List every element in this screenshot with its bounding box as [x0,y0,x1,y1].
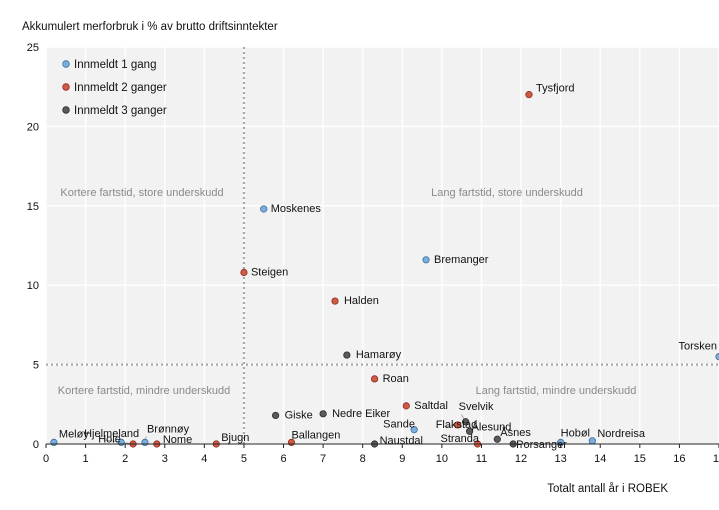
point-halden [331,297,339,305]
point-labels: Tysfjord Moskenes Bremanger Steigen Halden To… [59,83,717,451]
point-label-naustdal: Naustdal [380,435,423,447]
quadrant-label-top-left: Kortere fartstid, store underskudd [60,187,223,199]
legend-marker-3 [62,106,70,114]
quadrant-label-top-right: Lang fartstid, store underskudd [431,187,583,199]
point-label-hole: Hole [98,433,121,445]
point-label-ballangen: Ballangen [291,429,340,441]
point-label-mel-y: Meløy [59,428,89,440]
x-tick-label-2: 2 [122,453,128,465]
point-label-saltdal: Saltdal [414,400,448,412]
point-label-sande: Sande [383,419,415,431]
point-label-steigen: Steigen [251,266,288,278]
legend-marker-2 [62,83,70,91]
point-label-snes: Åsnes [500,426,531,439]
y-tick-label-0: 0 [33,439,39,451]
x-axis-title: Totalt antall år i ROBEK [547,483,668,495]
point-flakstad [454,421,462,429]
point-label-flakstad: Flakstad [436,419,478,431]
legend-label-1: Innmeldt 1 gang [74,59,156,71]
x-tick-label-8: 8 [360,453,366,465]
x-tick-label-14: 14 [594,453,606,465]
point-moskenes [260,205,268,213]
legend-label-2: Innmeldt 2 ganger [74,82,167,94]
point-br-nn-y [141,438,149,447]
point-label-tysfjord: Tysfjord [536,83,575,95]
point-label-bjugn: Bjugn [221,432,249,444]
point-roan [370,375,379,383]
reference-lines [46,47,719,444]
y-tick-label-5: 5 [33,360,39,372]
legend-marker-1 [62,60,70,68]
y-axis-title: Akkumulert merforbruk i % av brutto drif… [22,21,278,33]
point-label-giske: Giske [285,409,313,421]
point-saltdal [402,402,410,410]
point-nordreisa [588,437,596,445]
data-points [50,91,719,448]
x-tick-label-13: 13 [555,453,567,465]
point-label-halden: Halden [344,295,379,307]
legend: Innmeldt 1 gang Innmeldt 2 ganger Innmeldt… [62,59,167,117]
axes: 012345678910111213141516170510152025 [27,42,719,465]
point-label-hjelmeland: Hjelmeland [84,428,139,440]
x-tick-label-1: 1 [83,453,89,465]
point-label-svelvik: Svelvik [459,401,494,413]
point-label-nome: Nome [163,434,192,446]
x-tick-label-9: 9 [399,453,405,465]
x-tick-label-11: 11 [476,453,487,465]
x-tick-label-0: 0 [43,453,49,465]
quadrant-label-bottom-right: Lang fartstid, mindre underskudd [476,385,637,397]
point-lesund [465,427,474,435]
point-label-nordreisa: Nordreisa [597,428,646,440]
point-steigen [240,268,248,277]
quadrant-label-bottom-left: Kortere fartstid, mindre underskudd [58,385,230,397]
point-label-roan: Roan [383,373,409,385]
quadrant-labels: Kortere fartstid, store underskudd Lang … [58,187,637,397]
point-label-hamar-y: Hamarøy [356,349,402,361]
point-mel-y [50,438,58,447]
point-label-stranda: Stranda [441,433,480,445]
point-tysfjord [525,91,533,99]
x-tick-label-3: 3 [162,453,168,465]
point-label-torsken: Torsken [678,341,717,353]
point-label-br-nn-y: Brønnøy [147,423,190,435]
point-hamar-y [343,351,351,359]
legend-label-3: Innmeldt 3 ganger [74,105,167,117]
point-giske [272,411,280,420]
point-nedre-eiker [319,410,327,418]
y-tick-label-15: 15 [27,201,39,213]
point-label-bremanger: Bremanger [434,254,489,266]
plot-area [46,47,719,444]
y-tick-label-25: 25 [27,42,39,54]
point-label-nedre-eiker: Nedre Eiker [332,408,390,420]
x-tick-label-15: 15 [634,453,646,465]
x-tick-label-17: 17 [713,453,719,465]
point-sande [410,426,418,434]
point-bremanger [422,256,430,264]
point-label-lesund: Ålesund [472,420,512,433]
x-tick-label-6: 6 [280,453,286,465]
y-tick-label-10: 10 [27,280,39,292]
point-label-moskenes: Moskenes [271,203,322,215]
point-svelvik [462,418,470,426]
x-tick-label-4: 4 [201,453,207,465]
x-tick-label-10: 10 [436,453,448,465]
x-tick-label-5: 5 [241,453,247,465]
point-snes [493,435,501,443]
x-tick-label-12: 12 [515,453,527,465]
point-label-hob-l: Hobøl [561,427,590,439]
x-tick-label-7: 7 [320,453,326,465]
y-tick-label-20: 20 [27,121,39,133]
point-label-porsanger: Porsanger [516,439,567,451]
x-tick-label-16: 16 [673,453,685,465]
